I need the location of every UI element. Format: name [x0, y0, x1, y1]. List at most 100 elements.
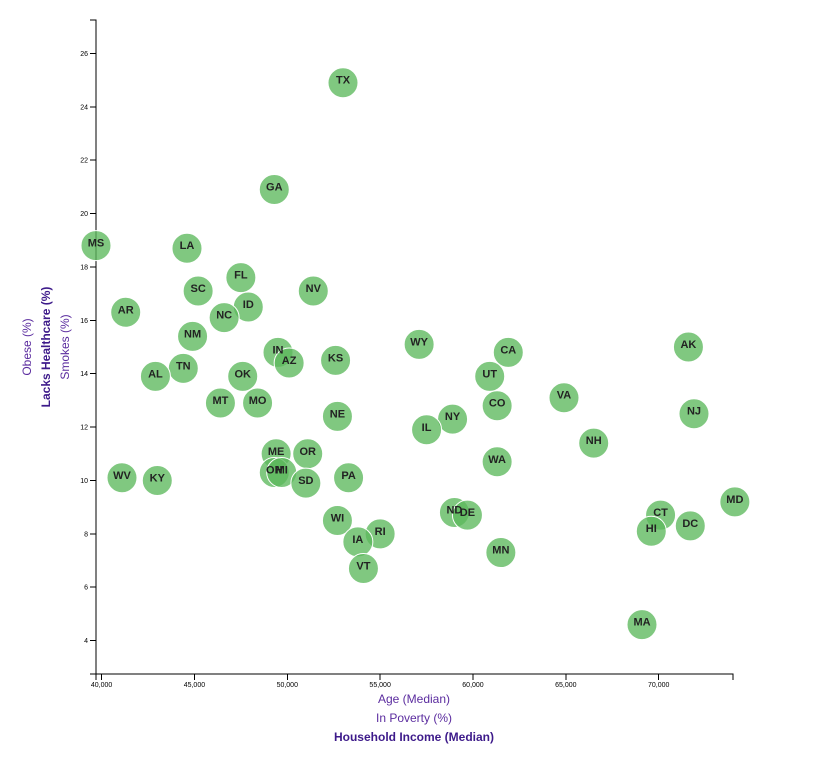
state-label-ca: CA — [500, 344, 516, 356]
state-label-oh: OH — [266, 464, 283, 476]
state-label-ks: KS — [328, 352, 343, 364]
y-tick-label: 20 — [80, 211, 88, 218]
state-label-de: DE — [460, 507, 475, 519]
y-label-smokes[interactable]: Smokes (%) — [58, 314, 72, 379]
state-marker-co — [481, 390, 513, 422]
x-tick-label: 55,000 — [369, 682, 391, 689]
state-marker-nc — [208, 302, 240, 334]
state-label-nv: NV — [306, 283, 322, 295]
state-marker-ma — [626, 609, 658, 641]
state-marker-ut — [474, 360, 506, 392]
state-marker-va — [548, 382, 580, 414]
state-marker-ca — [492, 336, 524, 368]
state-label-la: LA — [180, 240, 195, 252]
y-tick-label: 14 — [80, 371, 88, 378]
state-marker-hi — [635, 515, 667, 547]
state-label-co: CO — [489, 398, 506, 410]
state-marker-wi — [321, 505, 353, 537]
state-label-wi: WI — [331, 513, 344, 525]
x-axis: 40,000 45,000 50,000 55,000 60,000 65,000 70,0… — [91, 673, 734, 689]
y-tick-label: 6 — [84, 585, 88, 592]
x-axis-line — [95, 673, 734, 680]
state-marker-nv — [297, 275, 329, 307]
y-axis: 4 6 8 10 12 14 16 18 20 22 24 26 — [80, 19, 97, 675]
state-label-mo: MO — [249, 395, 267, 407]
y-tick-label: 18 — [80, 264, 88, 271]
y-axis-labels[interactable]: Obese (%) Smokes (%) Lacks Healthcare (%… — [20, 287, 72, 408]
state-label-il: IL — [422, 422, 432, 434]
state-label-nj: NJ — [687, 406, 701, 418]
state-label-or: OR — [299, 446, 316, 458]
state-label-ar: AR — [118, 304, 134, 316]
y-tick-label: 10 — [80, 478, 88, 485]
state-marker-la — [171, 232, 203, 264]
y-tick-label: 26 — [80, 51, 88, 58]
state-marker-vt — [347, 553, 379, 585]
y-tick-label: 24 — [80, 104, 88, 111]
x-label-income[interactable]: Household Income (Median) — [334, 730, 494, 744]
state-label-pa: PA — [341, 470, 356, 482]
state-marker-ks — [320, 344, 352, 376]
state-marker-md — [719, 486, 751, 518]
y-label-healthcare[interactable]: Lacks Healthcare (%) — [39, 287, 53, 408]
state-marker-ms — [80, 230, 112, 262]
state-marker-ky — [141, 464, 173, 496]
state-label-in: IN — [273, 344, 284, 356]
state-marker-pa — [333, 462, 365, 494]
x-tick-label: 50,000 — [277, 682, 299, 689]
state-label-ak: AK — [680, 339, 696, 351]
state-label-ok: OK — [234, 368, 251, 380]
state-marker-ar — [110, 296, 142, 328]
y-tick-label: 4 — [84, 638, 88, 645]
state-label-wy: WY — [410, 336, 428, 348]
state-label-ga: GA — [266, 182, 283, 194]
x-label-age[interactable]: Age (Median) — [378, 692, 450, 706]
state-label-va: VA — [557, 390, 572, 402]
y-tick-label: 16 — [80, 318, 88, 325]
state-label-ms: MS — [88, 238, 105, 250]
x-tick-label: 40,000 — [91, 682, 113, 689]
state-marker-ok — [227, 360, 259, 392]
state-marker-ak — [672, 331, 704, 363]
state-label-sd: SD — [298, 475, 313, 487]
state-label-mt: MT — [212, 395, 228, 407]
state-marker-nm — [177, 320, 209, 352]
x-axis-labels[interactable]: Age (Median) In Poverty (%) Household In… — [334, 692, 494, 744]
state-label-ma: MA — [633, 617, 650, 629]
state-label-ut: UT — [482, 368, 497, 380]
y-label-obese[interactable]: Obese (%) — [20, 318, 34, 375]
state-label-al: AL — [148, 368, 163, 380]
state-label-ri: RI — [375, 526, 386, 538]
state-label-vt: VT — [356, 561, 370, 573]
state-label-mi: MI — [276, 464, 288, 476]
state-label-me: ME — [268, 446, 285, 458]
state-marker-ga — [258, 174, 290, 206]
state-label-ia: IA — [352, 534, 363, 546]
data-points: TX GA MS LA FL SC NV AR ID NC NM WY AK IN CA AZ KS TN AL OK… — [80, 67, 751, 641]
state-marker-mn — [485, 537, 517, 569]
state-label-nh: NH — [586, 435, 602, 447]
state-label-wv: WV — [113, 470, 131, 482]
state-label-dc: DC — [682, 518, 698, 530]
state-marker-tx — [327, 67, 359, 99]
state-marker-sd — [290, 467, 322, 499]
state-marker-fl — [225, 262, 257, 294]
x-tick-label: 45,000 — [184, 682, 206, 689]
state-label-tn: TN — [176, 360, 191, 372]
state-label-id: ID — [243, 299, 254, 311]
y-tick-label: 12 — [80, 425, 88, 432]
x-tick-label: 60,000 — [462, 682, 484, 689]
state-marker-ne — [321, 400, 353, 432]
state-marker-wa — [481, 446, 513, 478]
x-tick-label: 65,000 — [555, 682, 577, 689]
state-marker-sc — [182, 275, 214, 307]
state-label-hi: HI — [646, 523, 657, 535]
state-marker-dc — [674, 510, 706, 542]
x-label-poverty[interactable]: In Poverty (%) — [376, 711, 452, 725]
state-label-wa: WA — [488, 454, 506, 466]
state-marker-al — [139, 360, 171, 392]
state-marker-nh — [578, 427, 610, 459]
state-marker-az — [273, 347, 305, 379]
state-label-md: MD — [726, 494, 743, 506]
